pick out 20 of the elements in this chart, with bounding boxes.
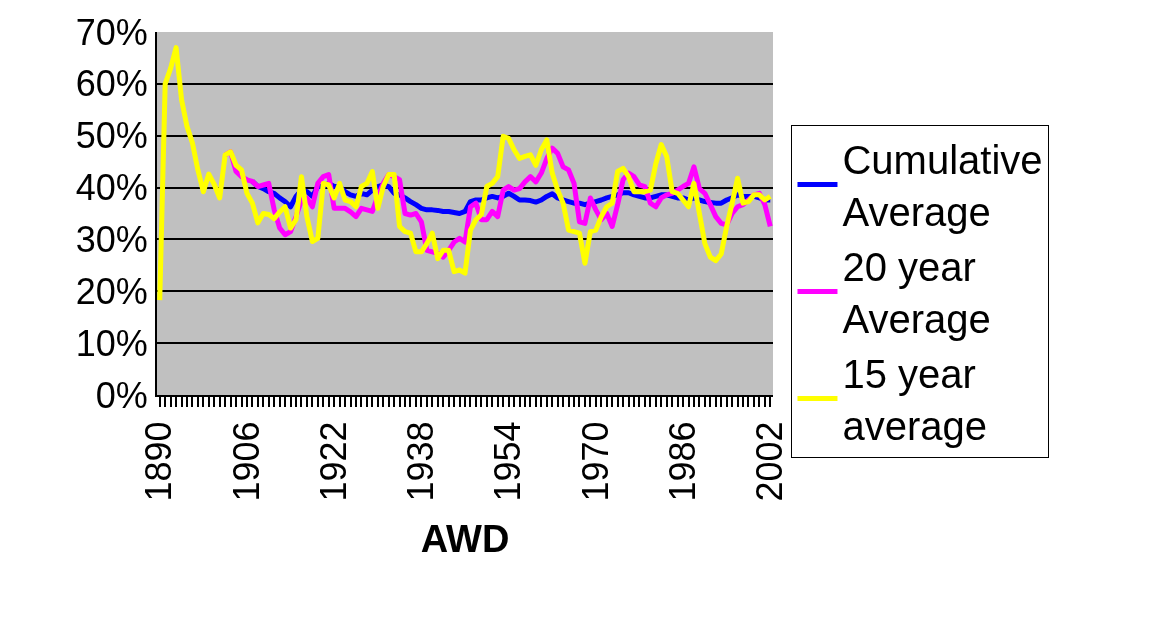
x-tick-label: 1906 [225, 421, 267, 502]
y-tick-label: 40% [75, 167, 148, 209]
legend-label: 15 year average [842, 352, 988, 449]
y-tick-label: 50% [75, 115, 148, 157]
legend-label: Cumulative Average [842, 138, 1043, 235]
y-tick-label: 70% [75, 11, 148, 53]
y-tick-label: 60% [75, 63, 148, 105]
x-tick-label: 1954 [487, 421, 529, 502]
y-tick-label: 10% [75, 322, 148, 364]
x-tick-label: 2002 [748, 421, 790, 502]
x-tick-label: 1922 [312, 421, 354, 502]
legend-label: 20 year Average [842, 245, 991, 342]
x-tick-label: 1986 [661, 421, 703, 502]
x-tick-label: 1938 [400, 421, 442, 502]
y-tick-label: 30% [75, 219, 148, 261]
x-tick-label: 1970 [574, 421, 616, 502]
x-tick-label: 1890 [138, 421, 180, 502]
x-axis-title: AWD [420, 518, 510, 561]
y-tick-label: 0% [95, 374, 148, 416]
y-tick-label: 20% [75, 270, 148, 312]
